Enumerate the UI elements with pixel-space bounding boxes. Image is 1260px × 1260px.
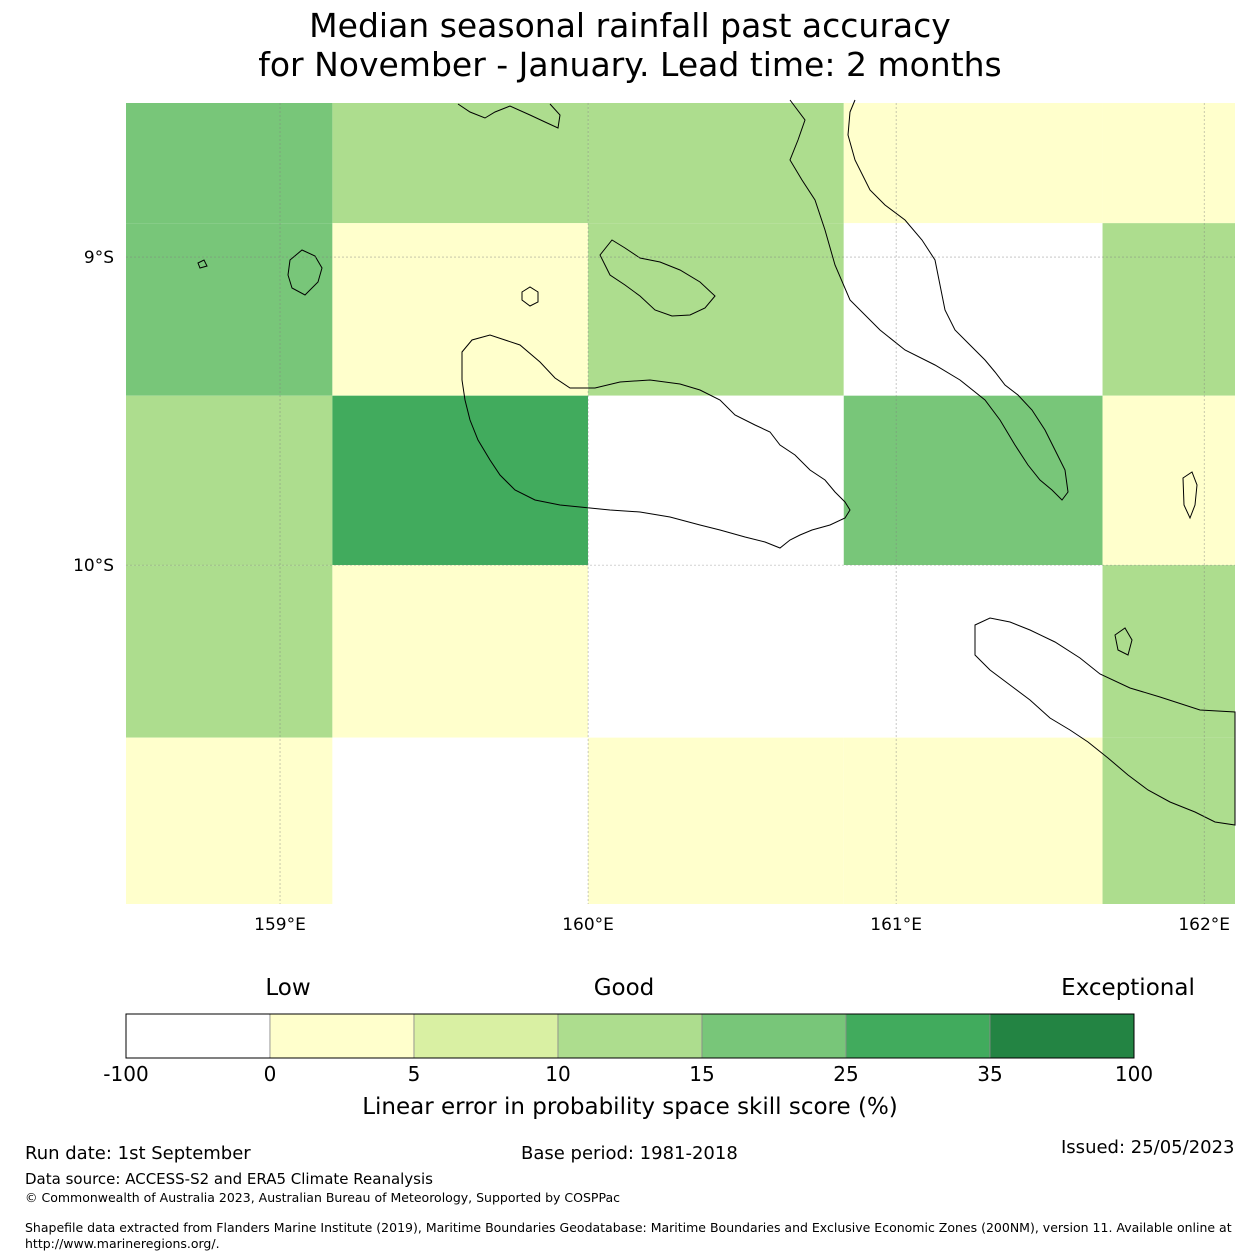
grid-cell <box>332 737 589 904</box>
legend-tick-label: 35 <box>977 1062 1002 1086</box>
grid-cell <box>843 565 1103 738</box>
grid-cell <box>126 395 333 566</box>
grid-cell <box>1102 565 1235 738</box>
grid-cell <box>1102 737 1235 904</box>
base-period: Base period: 1981-2018 <box>521 1143 738 1164</box>
legend-category-label: Exceptional <box>1061 975 1195 1001</box>
longitude-tick-label: 162°E <box>1178 915 1230 935</box>
legend-tick-label: 100 <box>1115 1062 1153 1086</box>
coastline-florida-islands <box>599 239 716 317</box>
coastline-makira <box>974 617 1236 826</box>
coastline-west-islet <box>197 259 208 269</box>
legend-tick-label: 5 <box>408 1062 421 1086</box>
coastline-east-islet <box>1182 471 1198 520</box>
legend-tick-label: 25 <box>833 1062 858 1086</box>
grid-cell <box>588 565 844 738</box>
grid-cell <box>843 737 1103 904</box>
run-date: Run date: 1st September <box>25 1143 251 1164</box>
coastline-malaita <box>789 99 1069 501</box>
grid-cell <box>332 223 589 396</box>
skill-grid <box>126 103 1235 904</box>
coastlines <box>197 99 1236 826</box>
legend-category-label: Good <box>594 975 655 1001</box>
legend-swatch <box>701 1013 847 1059</box>
legend-tick-label: 10 <box>545 1062 570 1086</box>
coastline-savo <box>521 286 539 307</box>
grid-cell <box>332 103 589 224</box>
legend-category-label: Low <box>265 975 310 1001</box>
shapefile-credit-line-2: http://www.marineregions.org/. <box>25 1236 220 1251</box>
legend-axis-label: Linear error in probability space skill … <box>362 1094 898 1120</box>
legend-outline <box>125 1013 1135 1059</box>
graticule <box>126 103 1235 904</box>
grid-cell <box>126 565 333 738</box>
legend-swatch <box>413 1013 559 1059</box>
grid-cell <box>1102 223 1235 396</box>
issued-date: Issued: 25/05/2023 <box>1061 1137 1235 1158</box>
latitude-tick-label: 10°S <box>73 556 114 576</box>
map-title-line-2: for November - January. Lead time: 2 mon… <box>258 45 1002 84</box>
coastline-guadalcanal <box>461 334 851 549</box>
legend-swatch <box>125 1013 271 1059</box>
latitude-tick-label: 9°S <box>84 248 114 268</box>
legend-swatch <box>269 1013 415 1059</box>
grid-cell <box>126 103 333 224</box>
grid-cell <box>126 223 333 396</box>
grid-cell <box>843 223 1103 396</box>
grid-cell <box>332 395 589 566</box>
legend-swatch <box>989 1013 1135 1059</box>
legend-tick-label: -100 <box>103 1062 148 1086</box>
longitude-tick-labels: 159°E 160°E 161°E 162°E <box>254 915 1230 935</box>
coastline-north-islands <box>457 103 561 129</box>
legend-colorbar <box>125 1013 1135 1059</box>
grid-cell <box>1102 395 1235 566</box>
legend-tick-label: 15 <box>689 1062 714 1086</box>
legend-tick-label: 0 <box>264 1062 277 1086</box>
grid-cell <box>1102 103 1235 224</box>
coastline-ugi <box>1114 627 1133 656</box>
grid-cell <box>588 737 844 904</box>
legend-category-labels: Low Good Exceptional <box>265 975 1194 1001</box>
legend-swatch <box>557 1013 703 1059</box>
data-source: Data source: ACCESS-S2 and ERA5 Climate … <box>25 1170 433 1188</box>
longitude-tick-label: 159°E <box>254 915 306 935</box>
grid-cell <box>588 103 844 224</box>
latitude-tick-labels: 9°S 10°S <box>73 248 114 576</box>
shapefile-credit-line-1: Shapefile data extracted from Flanders M… <box>25 1220 1232 1235</box>
legend-tick-labels: -100 0 5 10 15 25 35 100 <box>103 1062 1153 1086</box>
map-title-line-1: Median seasonal rainfall past accuracy <box>309 6 951 45</box>
grid-cell <box>332 565 589 738</box>
grid-cell <box>843 103 1103 224</box>
grid-cell <box>843 395 1103 566</box>
grid-cell <box>588 395 844 566</box>
grid-cell <box>126 737 333 904</box>
legend-swatch <box>845 1013 991 1059</box>
coastline-russell-islands <box>287 249 323 296</box>
longitude-tick-label: 160°E <box>562 915 614 935</box>
longitude-tick-label: 161°E <box>870 915 922 935</box>
copyright-notice: © Commonwealth of Australia 2023, Austra… <box>25 1190 620 1205</box>
